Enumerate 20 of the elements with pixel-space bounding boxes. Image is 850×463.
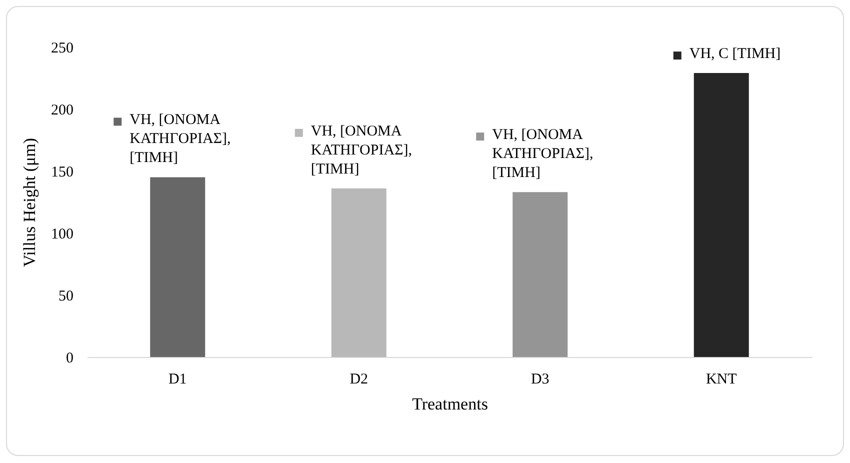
- bar: [150, 177, 206, 357]
- y-tick-label: 250: [51, 40, 74, 56]
- bar: [694, 73, 749, 357]
- annotation: VH, C [ΤΙΜΗ]: [689, 46, 781, 62]
- x-axis-title: Treatments: [412, 394, 488, 414]
- x-tick-label: KNT: [706, 372, 737, 388]
- y-tick-label: 0: [66, 350, 74, 366]
- x-tick-label: D3: [530, 372, 550, 388]
- y-tick-label: 200: [51, 102, 74, 118]
- bar: [512, 192, 568, 357]
- y-tick-label: 100: [51, 226, 74, 242]
- x-tick-label: D2: [350, 372, 368, 388]
- x-tick-label: D1: [168, 372, 187, 388]
- annotation: VH, [ΟΝΟΜΑ ΚΑΤΗΓΟΡΙΑΣ], [ΤΙΜΗ]: [492, 127, 594, 182]
- y-tick-label: 150: [51, 164, 74, 180]
- annotation: VH, [ΟΝΟΜΑ ΚΑΤΗΓΟΡΙΑΣ], [ΤΙΜΗ]: [310, 123, 412, 178]
- bar: [331, 188, 386, 357]
- y-tick-label: 50: [58, 288, 74, 304]
- y-axis-title: Villus Height (μm): [20, 138, 39, 267]
- annotation: VH, [ΟΝΟΜΑ ΚΑΤΗΓΟΡΙΑΣ], [ΤΙΜΗ]: [130, 112, 231, 166]
